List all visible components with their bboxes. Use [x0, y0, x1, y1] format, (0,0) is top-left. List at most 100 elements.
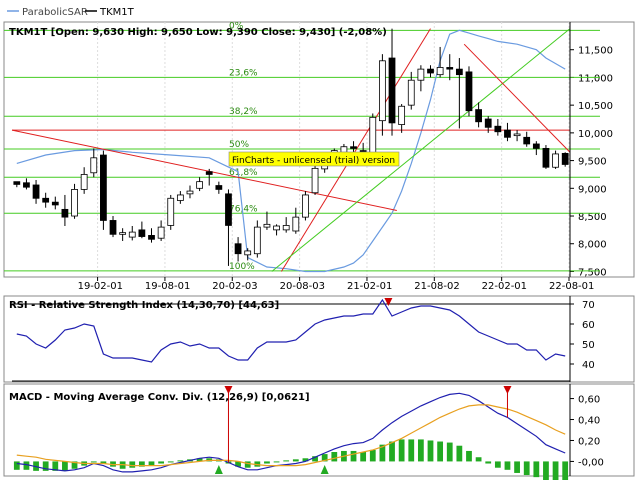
macd-histogram-bar [331, 452, 338, 462]
price-y-axis: 7,500 8,000 8,500 9,000 9,500 10,000 10,500 11,… [570, 46, 613, 278]
macd-histogram-bar [264, 461, 270, 464]
trendline [280, 28, 431, 272]
price-y-tick-label: 11,500 [578, 46, 613, 57]
macd-y-tick-label: -0,00 [578, 457, 604, 468]
rsi-line [16, 298, 566, 363]
price-y-tick-label: 9,000 [578, 184, 607, 195]
candle-down [532, 143, 540, 149]
candle-up [311, 167, 319, 194]
macd-y-tick-label: 0,60 [578, 395, 600, 406]
macd-histogram-bar [177, 460, 184, 462]
macd-histogram-bar [235, 461, 241, 467]
candle-up [379, 60, 386, 122]
macd-buy-marker [320, 465, 329, 474]
macd-histogram-bar [417, 439, 424, 462]
fibonacci-label: 100% [229, 262, 255, 272]
price-y-tick-label: 9,500 [578, 157, 607, 168]
candle-up [369, 116, 377, 155]
candle-down [61, 208, 69, 218]
macd-panel-frame [3, 383, 635, 477]
candle-down [32, 184, 40, 199]
candle-up [407, 79, 415, 106]
macd-histogram-bar [494, 461, 501, 468]
macd-series [13, 386, 569, 480]
fibonacci-label: 50% [229, 140, 249, 150]
candle-down [100, 154, 107, 221]
rsi-y-tick-label: 60 [582, 320, 595, 331]
rsi-y-tick-label: 70 [582, 300, 595, 311]
candle-up [119, 232, 127, 235]
rsi-signal-marker [384, 298, 393, 306]
candle-down [455, 68, 463, 76]
macd-histogram-bar [446, 442, 453, 462]
candle-up [340, 146, 348, 153]
price-y-tick-label: 10,500 [578, 101, 613, 112]
price-x-tick-label: 20-02-03 [212, 281, 257, 292]
macd-histogram-bar [42, 461, 49, 471]
candle-up [292, 216, 300, 232]
candle-up [176, 194, 184, 201]
price-x-axis: 19-02-01 19-08-01 20-02-03 20-08-03 21-02-01… [78, 22, 594, 292]
candle-down [504, 129, 511, 138]
candle-down [13, 181, 21, 185]
candle-up [436, 67, 444, 76]
macd-histogram-bar [552, 461, 559, 480]
macd-histogram-bar [523, 461, 530, 476]
price-x-tick-label: 22-02-01 [482, 281, 527, 292]
macd-histogram-bar [158, 461, 165, 464]
candle-up [417, 68, 425, 81]
macd-y-tick-label: 0,40 [578, 416, 600, 427]
macd-histogram-bar [533, 461, 540, 478]
candle-up [273, 225, 280, 231]
candle-up [71, 189, 78, 217]
candle-down [427, 68, 434, 74]
macd-histogram-bar [369, 449, 376, 462]
candle-down [234, 243, 242, 255]
macd-histogram-bar [504, 461, 511, 470]
candle-down [446, 67, 454, 70]
macd-sell-marker [224, 386, 233, 394]
candle-up [157, 226, 165, 239]
candle-down [148, 235, 155, 240]
candle-down [523, 136, 531, 145]
candle-up [196, 181, 203, 189]
macd-histogram-bar [485, 461, 492, 464]
macd-histogram-bar [62, 461, 68, 471]
macd-title: MACD - Moving Average Conv. Div. (12,26,… [9, 392, 310, 403]
macd-histogram-bar [196, 458, 203, 462]
macd-histogram-bar [302, 458, 309, 462]
rsi-y-tick-label: 40 [582, 360, 595, 371]
candle-up [186, 190, 194, 195]
fibonacci-label: 0% [229, 21, 244, 31]
rsi-y-axis: 40 50 60 70 [570, 300, 595, 371]
macd-histogram-bar [138, 461, 145, 467]
macd-histogram-bar [167, 461, 174, 463]
macd-histogram-bar [456, 445, 463, 462]
macd-y-axis: -0,00 0,20 0,40 0,60 [570, 395, 604, 468]
trendlines [11, 28, 571, 272]
parabolic-sar-line [16, 29, 566, 273]
macd-histogram-bar [408, 439, 415, 462]
macd-histogram-bar [13, 461, 20, 470]
fibonacci-label: 76,4% [229, 204, 258, 214]
fibonacci-label: 23,6% [229, 68, 258, 78]
candle-up [244, 250, 252, 256]
watermark-text: FinCharts - unlicensed (trial) version [232, 156, 395, 166]
macd-histogram-bar [514, 461, 520, 473]
macd-histogram-bar [360, 452, 367, 462]
candle-up [167, 197, 175, 226]
candles [13, 28, 569, 266]
macd-histogram-bar [389, 441, 395, 462]
candle-down [109, 220, 117, 235]
macd-histogram-bar [90, 461, 97, 463]
macd-histogram-bar [100, 461, 107, 464]
price-x-tick-label: 19-08-01 [145, 281, 190, 292]
candle-down [475, 109, 482, 123]
price-x-tick-label: 20-08-03 [280, 281, 325, 292]
macd-histogram-bar [148, 461, 155, 466]
macd-histogram-bar [543, 461, 549, 480]
price-x-tick-label: 21-02-01 [347, 281, 392, 292]
price-y-tick-label: 8,500 [578, 212, 607, 223]
macd-histogram-bar [427, 440, 434, 462]
